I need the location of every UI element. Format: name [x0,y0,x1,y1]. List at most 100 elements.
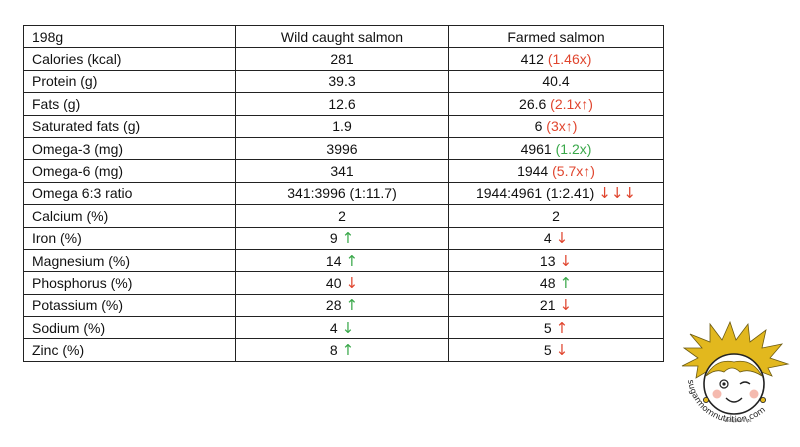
wild-value: 9 ↑ [235,226,449,250]
table-row-zinc: Zinc (%) 8 ↑ 5 ↓ [23,338,664,362]
farmed-value: 21 ↓ [448,293,664,318]
header-row: 198g Wild caught salmon Farmed salmon [23,24,664,49]
wild-value: 28 ↑ [235,293,449,318]
farmed-value: 40.4 [448,69,664,94]
arrow-down-icon: ↓ [341,318,355,337]
row-label: Omega-3 (mg) [23,136,236,161]
farmed-value: 4961 (1.2x) [448,136,664,161]
row-label: Calcium (%) [23,204,236,228]
table-row-calcium: Calcium (%) 2 2 [23,204,664,228]
farmed-number: 26.6 [519,95,547,112]
farmed-number: 5 [543,319,552,336]
arrow-down-icon: ↓ [559,251,573,270]
farmed-multiplier-note: (5.7x↑) [552,163,595,180]
farmed-value: 5 ↑ [448,316,664,340]
arrow-down-icon: ↓↓↓ [598,184,637,203]
farmed-value: 5 ↓ [448,338,664,362]
row-label: Phosphorus (%) [23,271,236,295]
brand-logo: sugarmomnutrition.com Wellness Tips [681,320,790,425]
row-label: Potassium (%) [23,293,236,318]
table-row-sodium: Sodium (%) 4 ↓ 5 ↑ [23,316,664,340]
wild-number: 12.6 [328,95,356,112]
wild-value: 14 ↑ [235,248,449,273]
wink-icon [739,381,751,385]
farmed-number: 4 [543,230,552,247]
farmed-value: 4 ↓ [448,226,664,250]
table-row-omega-3: Omega-3 (mg) 3996 4961 (1.2x) [23,136,664,161]
wild-number: 281 [330,51,354,68]
farmed-multiplier-note: (2.1x↑) [550,95,593,112]
wild-value: 8 ↑ [235,338,449,362]
wild-number: 4 [329,319,338,336]
farmed-multiplier-note: (3x↑) [546,118,578,135]
arrow-up-icon: ↑ [559,273,573,292]
row-label: Omega-6 (mg) [23,159,236,183]
wild-number: 3996 [326,140,358,157]
wild-number: 1.9 [332,118,352,135]
farmed-number: 5 [543,342,552,359]
farmed-number: 13 [539,252,556,269]
farmed-number: 2 [552,207,560,224]
wild-value: 2 [235,204,449,228]
farmed-value: 2 [448,204,664,228]
row-label: Saturated fats (g) [23,114,236,138]
arrow-up-icon: ↑ [341,341,355,360]
farmed-number: 6 [534,118,543,135]
row-label: Iron (%) [23,226,236,250]
wild-number: 341:3996 (1:11.7) [287,185,397,202]
wild-number: 2 [338,207,346,224]
table-row-magnesium: Magnesium (%) 14 ↑ 13 ↓ [23,248,664,273]
farmed-number: 1944:4961 (1:2.41) [475,185,595,202]
arrow-up-icon: ↑ [555,318,569,337]
table-row-saturated-fats: Saturated fats (g) 1.9 6 (3x↑) [23,114,664,138]
arrow-down-icon: ↓ [555,341,569,360]
wild-number: 9 [329,230,338,247]
arrow-up-icon: ↑ [345,296,359,315]
arrow-down-icon: ↓ [559,296,573,315]
farmed-number: 21 [539,297,556,314]
wild-value: 341:3996 (1:11.7) [235,181,449,206]
header-cell-wild: Wild caught salmon [235,24,449,49]
farmed-value: 1944:4961 (1:2.41) ↓↓↓ [448,181,664,206]
row-label: Omega 6:3 ratio [23,181,236,206]
wild-value: 40 ↓ [235,271,449,295]
wild-number: 14 [325,252,342,269]
farmed-multiplier-note: (1.2x) [555,140,592,157]
farmed-value: 26.6 (2.1x↑) [448,92,664,116]
farmed-value: 6 (3x↑) [448,114,664,138]
arrow-down-icon: ↓ [345,273,359,292]
arrow-down-icon: ↓ [555,229,569,248]
brand-tagline: Wellness Tips [725,418,752,423]
wild-value: 4 ↓ [235,316,449,340]
row-label: Magnesium (%) [23,248,236,273]
row-label: Sodium (%) [23,316,236,340]
wild-value: 281 [235,47,449,71]
farmed-value: 48 ↑ [448,271,664,295]
farmed-number: 4961 [520,140,552,157]
row-label: Zinc (%) [23,338,236,362]
farmed-value: 412 (1.46x) [448,47,664,71]
farmed-value: 1944 (5.7x↑) [448,159,664,183]
wild-value: 12.6 [235,92,449,116]
table-row-phosphorus: Phosphorus (%) 40 ↓ 48 ↑ [23,271,664,295]
row-label: Fats (g) [23,92,236,116]
row-label: Calories (kcal) [23,47,236,71]
header-cell-farmed: Farmed salmon [448,24,664,49]
comparison-table: 198g Wild caught salmon Farmed salmon Ca… [23,24,664,362]
table-row-omega-ratio: Omega 6:3 ratio 341:3996 (1:11.7) 1944:4… [23,181,664,206]
farmed-number: 48 [539,274,556,291]
wild-value: 1.9 [235,114,449,138]
wild-value: 341 [235,159,449,183]
farmed-value: 13 ↓ [448,248,664,273]
wild-number: 28 [325,297,342,314]
wild-number: 39.3 [328,73,356,90]
wild-number: 341 [330,163,354,180]
hair-icon [681,320,790,379]
table-row-omega-6: Omega-6 (mg) 341 1944 (5.7x↑) [23,159,664,183]
arrow-up-icon: ↑ [345,251,359,270]
farmed-number: 40.4 [542,73,570,90]
table-row-fats: Fats (g) 12.6 26.6 (2.1x↑) [23,92,664,116]
farmed-number: 412 [520,51,544,68]
farmed-number: 1944 [517,163,549,180]
table-row-protein: Protein (g) 39.3 40.4 [23,69,664,94]
